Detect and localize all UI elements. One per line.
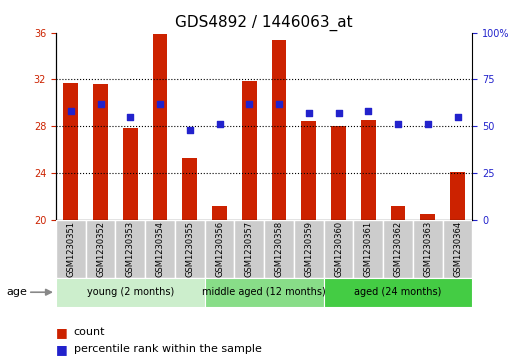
Text: GSM1230351: GSM1230351 [66,221,75,277]
Text: young (2 months): young (2 months) [87,287,174,297]
Bar [205,278,324,307]
Text: GSM1230353: GSM1230353 [126,221,135,277]
Text: ■: ■ [56,343,68,356]
Text: GSM1230355: GSM1230355 [185,221,194,277]
Text: count: count [74,327,105,337]
Bar [301,122,316,220]
Text: GSM1230354: GSM1230354 [155,221,165,277]
Point [275,101,283,107]
Bar [413,220,442,278]
Text: percentile rank within the sample: percentile rank within the sample [74,344,262,354]
Text: middle aged (12 months): middle aged (12 months) [202,287,326,297]
Title: GDS4892 / 1446063_at: GDS4892 / 1446063_at [175,15,353,31]
Text: GSM1230360: GSM1230360 [334,221,343,277]
Bar [145,220,175,278]
Bar [391,205,405,220]
Bar [93,84,108,220]
Text: GSM1230363: GSM1230363 [423,221,432,277]
Bar [242,81,257,220]
Bar [420,214,435,220]
Bar [272,40,287,220]
Bar [331,126,346,220]
Bar [56,278,205,307]
Bar [450,172,465,220]
Point [424,121,432,127]
Text: GSM1230357: GSM1230357 [245,221,254,277]
Text: GSM1230358: GSM1230358 [274,221,283,277]
Bar [354,220,383,278]
Bar [115,220,145,278]
Point [97,101,105,107]
Point [156,101,164,107]
Point [364,108,372,114]
Bar [294,220,324,278]
Bar [234,220,264,278]
Bar [86,220,115,278]
Bar [182,158,197,220]
Bar [324,278,472,307]
Bar [361,120,376,220]
Bar [152,34,168,220]
Point [126,114,134,120]
Bar [324,220,354,278]
Point [245,101,253,107]
Point [215,121,224,127]
Text: aged (24 months): aged (24 months) [355,287,442,297]
Text: GSM1230364: GSM1230364 [453,221,462,277]
Point [67,108,75,114]
Point [454,114,462,120]
Text: GSM1230361: GSM1230361 [364,221,373,277]
Bar [442,220,472,278]
Text: GSM1230359: GSM1230359 [304,221,313,277]
Bar [56,220,86,278]
Point [305,110,313,116]
Bar [123,129,138,220]
Bar [383,220,413,278]
Text: age: age [7,287,27,297]
Point [186,127,194,133]
Text: GSM1230362: GSM1230362 [394,221,402,277]
Bar [264,220,294,278]
Point [334,110,342,116]
Bar [64,83,78,220]
Text: GSM1230356: GSM1230356 [215,221,224,277]
Bar [205,220,234,278]
Text: ■: ■ [56,326,68,339]
Text: GSM1230352: GSM1230352 [96,221,105,277]
Bar [175,220,205,278]
Bar [212,205,227,220]
Point [394,121,402,127]
